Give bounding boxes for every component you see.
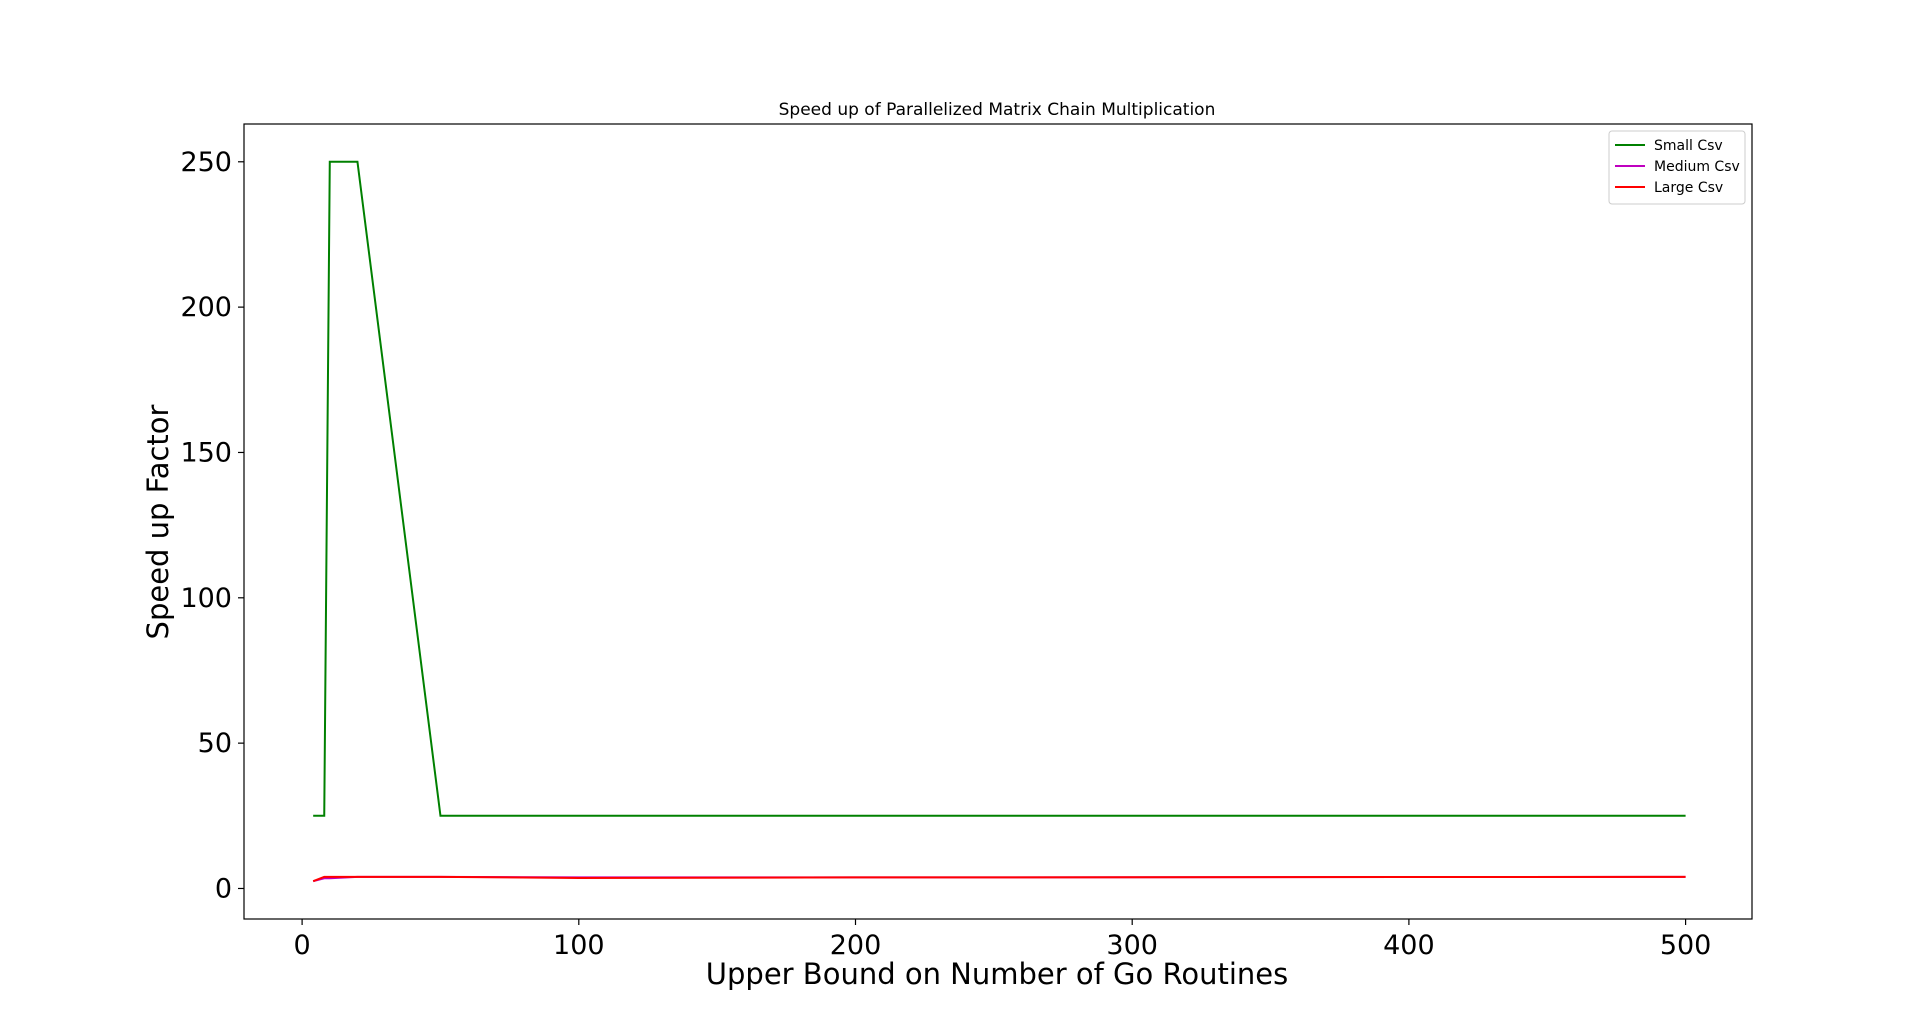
y-axis-label: Speed up Factor xyxy=(141,404,175,639)
legend-label: Large Csv xyxy=(1654,180,1723,196)
y-tick-label: 150 xyxy=(180,437,232,468)
series-line-large-csv xyxy=(312,875,1686,883)
series-group xyxy=(312,160,1686,883)
x-axis: 0 100 200 300 400 500 xyxy=(294,919,1712,961)
y-tick-label: 100 xyxy=(180,583,232,614)
y-tick-label: 0 xyxy=(215,873,232,904)
legend-box xyxy=(1608,130,1746,205)
x-tick-label: 500 xyxy=(1660,930,1712,961)
x-tick-label: 200 xyxy=(830,930,882,961)
series-line-small-csv xyxy=(313,160,1686,817)
chart-title: Speed up of Parallelized Matrix Chain Mu… xyxy=(779,100,1216,120)
x-axis-label: Upper Bound on Number of Go Routines xyxy=(706,957,1288,991)
y-tick-label: 50 xyxy=(198,728,232,759)
y-axis: 0 50 100 150 200 250 xyxy=(180,147,244,904)
x-tick-label: 0 xyxy=(294,930,311,961)
y-tick-label: 200 xyxy=(180,292,232,323)
x-tick-label: 300 xyxy=(1106,930,1158,961)
legend-label: Medium Csv xyxy=(1654,159,1740,175)
y-tick-label: 250 xyxy=(180,147,232,178)
legend: Small Csv Medium Csv Large Csv xyxy=(1608,130,1746,205)
x-tick-label: 400 xyxy=(1383,930,1435,961)
plot-area xyxy=(243,123,1753,920)
legend-label: Small Csv xyxy=(1654,138,1723,154)
x-tick-label: 100 xyxy=(553,930,605,961)
